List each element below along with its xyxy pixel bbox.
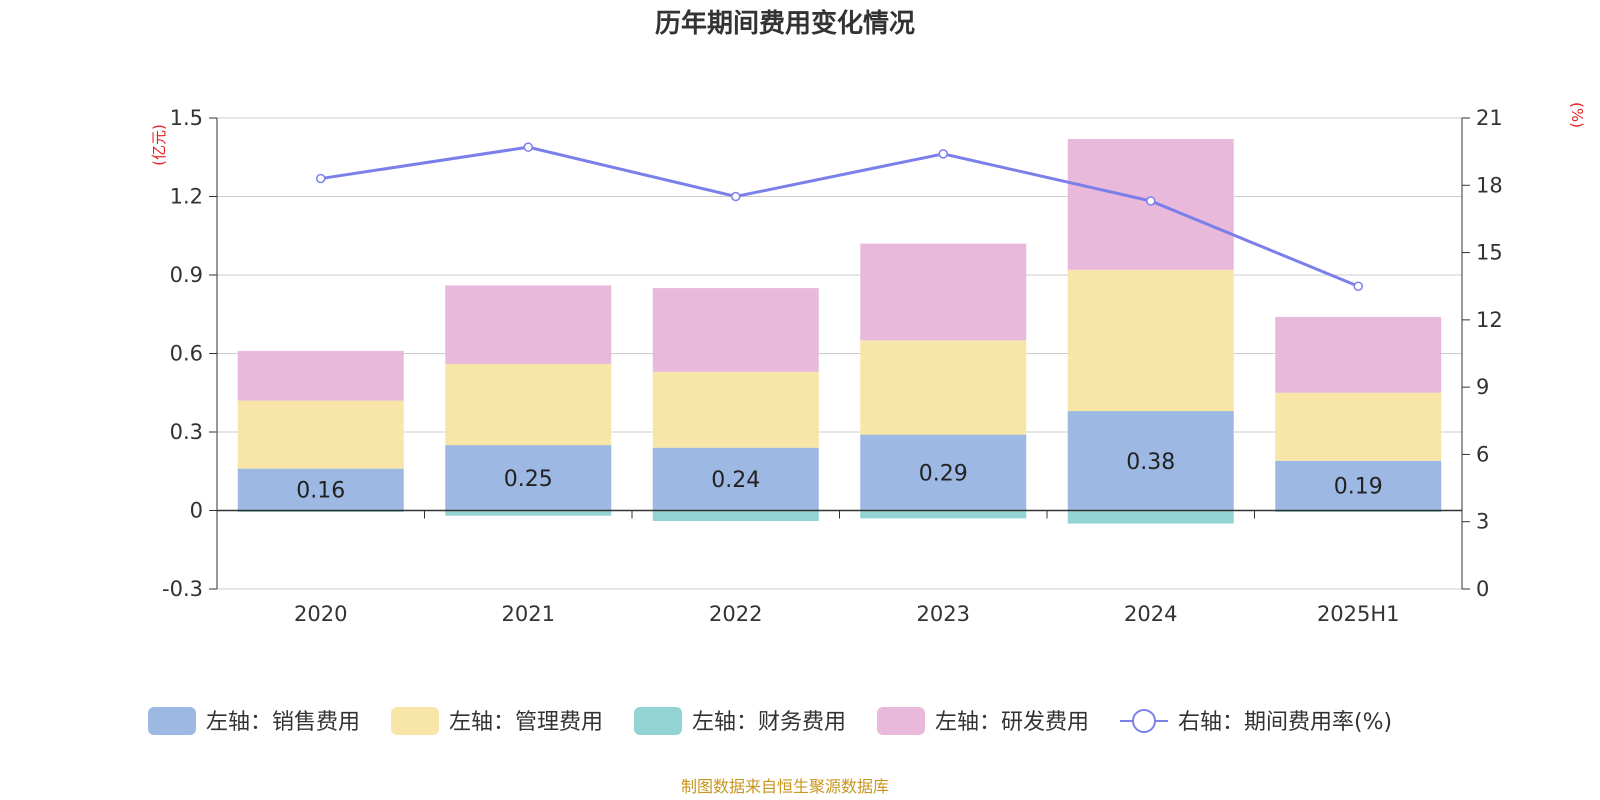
legend-label: 左轴：财务费用 — [692, 710, 846, 735]
line-point — [1353, 281, 1363, 291]
left-tick-label: 1.5 — [170, 106, 203, 130]
bar — [652, 288, 819, 372]
line-point — [731, 191, 741, 202]
legend-swatch — [634, 707, 682, 735]
x-tick-label: 2025H1 — [1317, 602, 1400, 626]
bar-data-label: 0.24 — [711, 468, 760, 493]
right-tick-label: 0 — [1476, 577, 1489, 601]
right-tick-label: 9 — [1476, 375, 1489, 399]
bar-series — [237, 138, 1442, 524]
legend-label: 右轴：期间费用率(%) — [1178, 710, 1392, 735]
bar — [860, 243, 1027, 341]
bar-data-label: 0.16 — [296, 479, 345, 504]
left-tick-label: 0.6 — [170, 342, 203, 366]
source-note: 制图数据来自恒生聚源数据库 — [681, 777, 889, 796]
x-tick-label: 2020 — [294, 602, 347, 626]
x-tick-label: 2024 — [1124, 602, 1177, 626]
right-tick-label: 3 — [1476, 510, 1489, 534]
x-tick-label: 2023 — [917, 602, 970, 626]
data-labels: 0.16 0.25 0.24 0.29 0.38 0.19 — [296, 450, 1382, 504]
bar — [445, 510, 612, 516]
bar — [445, 445, 612, 511]
bar-data-label: 0.25 — [504, 467, 553, 492]
bar — [1275, 460, 1442, 511]
bar-data-label: 0.38 — [1126, 450, 1175, 475]
bar — [860, 340, 1027, 435]
legend-swatch — [148, 707, 196, 735]
line-point — [1146, 196, 1156, 206]
line-point — [523, 142, 533, 152]
right-tick-label: 15 — [1476, 241, 1503, 265]
left-tick-label: 0 — [190, 499, 203, 523]
legend-marker — [1132, 709, 1156, 733]
right-tick-label: 6 — [1476, 442, 1489, 466]
right-tick-label: 21 — [1476, 106, 1503, 130]
line-point — [316, 173, 326, 184]
bar-data-label: 0.19 — [1334, 475, 1383, 500]
x-tick-label: 2021 — [502, 602, 555, 626]
x-tick-label: 2022 — [709, 602, 762, 626]
bar — [860, 510, 1027, 519]
bar — [237, 400, 404, 469]
left-tick-label: -0.3 — [162, 577, 203, 601]
legend-swatch — [391, 707, 439, 735]
left-tick-label: 1.2 — [170, 185, 203, 209]
left-axis-unit: (亿元) — [150, 124, 168, 166]
right-axis-unit: (%) — [1568, 102, 1586, 128]
bar — [1067, 269, 1234, 412]
gridlines — [217, 117, 1462, 590]
legend: 左轴：销售费用 左轴：管理费用 左轴：财务费用 左轴：研发费用 右轴：期间费用率(%) — [148, 707, 1392, 735]
legend-label: 左轴：管理费用 — [449, 710, 603, 735]
bar — [237, 468, 404, 511]
right-tick-label: 18 — [1476, 173, 1503, 197]
legend-swatch — [877, 707, 925, 735]
bar — [1067, 411, 1234, 511]
bar — [237, 350, 404, 401]
line-point — [938, 149, 948, 159]
rate-line — [320, 145, 1359, 288]
bar — [860, 434, 1027, 511]
left-tick-label: 0.9 — [170, 263, 203, 287]
bar — [1275, 316, 1442, 393]
right-tick-label: 12 — [1476, 308, 1503, 332]
left-tick-label: 0.3 — [170, 420, 203, 444]
bar — [652, 510, 819, 521]
bar — [652, 447, 819, 511]
bar — [445, 285, 612, 364]
rate-line-series — [316, 142, 1363, 291]
legend-label: 左轴：研发费用 — [935, 710, 1089, 735]
legend-label: 左轴：销售费用 — [206, 710, 360, 735]
chart-title: 历年期间费用变化情况 — [655, 8, 915, 39]
axes: -0.3 0 0.3 0.6 0.9 1.2 1.5 0 3 6 9 12 15 18 21 2020 2021… — [162, 106, 1503, 626]
bar — [1067, 510, 1234, 524]
bar — [1275, 392, 1442, 461]
bar — [445, 363, 612, 446]
bar — [652, 371, 819, 448]
bar-data-label: 0.29 — [919, 462, 968, 487]
